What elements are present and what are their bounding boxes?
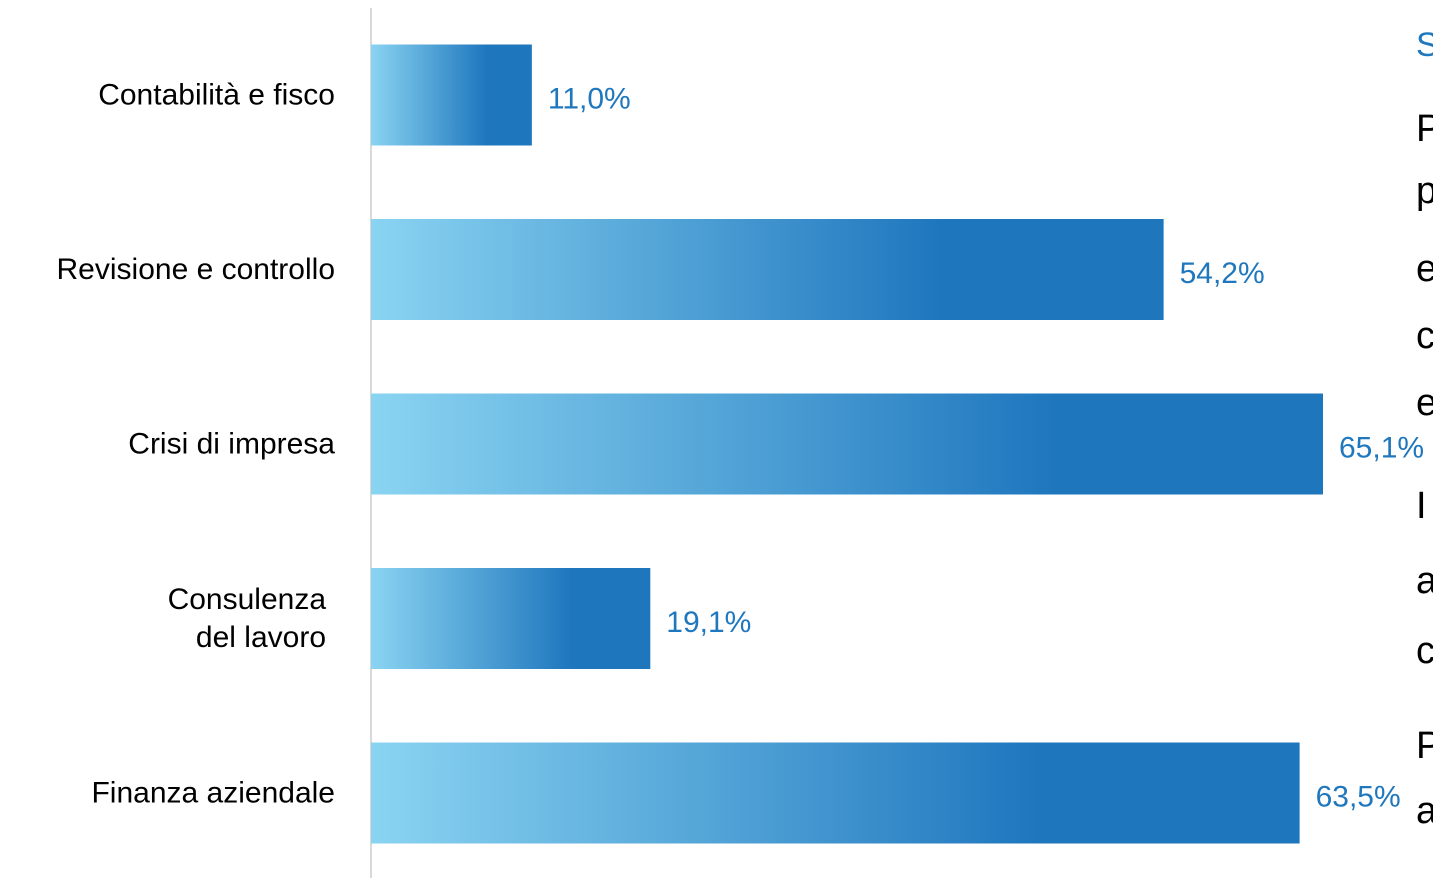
side-text-fragment: e: [1416, 382, 1433, 424]
value-label: 54,2%: [1180, 257, 1265, 290]
category-label-line: Consulenza: [168, 583, 327, 616]
category-labels-group: Contabilità e fisco Revisione e controllo…: [57, 79, 336, 810]
side-text-fragment: P: [1416, 108, 1433, 150]
value-label: 63,5%: [1316, 781, 1401, 814]
bar: [371, 219, 1164, 320]
category-label-line: Finanza aziendale: [91, 777, 335, 810]
category-label: Consulenza del lavoro: [168, 583, 327, 654]
category-label-line: Contabilità e fisco: [98, 79, 335, 112]
side-text-fragment: c: [1416, 315, 1433, 357]
side-panel-title: S: [1416, 26, 1433, 64]
side-text-fragment: a: [1416, 790, 1433, 832]
side-text-fragment: a: [1416, 560, 1433, 602]
category-label-line: Crisi di impresa: [128, 428, 335, 461]
bars-group: [371, 44, 1323, 844]
category-label: Contabilità e fisco: [98, 79, 335, 112]
category-label: Finanza aziendale: [91, 777, 335, 810]
bar: [371, 742, 1300, 844]
side-text-fragment: I: [1416, 485, 1427, 527]
side-text-fragment: e: [1416, 248, 1433, 290]
category-label: Revisione e controllo: [57, 253, 335, 286]
category-label-line: Revisione e controllo: [57, 253, 335, 286]
side-text-fragment: p: [1416, 170, 1433, 212]
bar: [371, 568, 651, 669]
bar: [371, 44, 532, 146]
category-label-line: del lavoro: [196, 621, 326, 654]
bar: [371, 393, 1323, 495]
side-text-fragment: c: [1416, 630, 1433, 672]
value-label: 65,1%: [1339, 432, 1424, 465]
category-label: Crisi di impresa: [128, 428, 335, 461]
value-label: 11,0%: [548, 83, 631, 116]
side-text-fragment: P: [1416, 725, 1433, 767]
value-labels-group: 11,0% 54,2% 65,1% 19,1% 63,5%: [548, 83, 1424, 814]
value-label: 19,1%: [666, 606, 751, 639]
